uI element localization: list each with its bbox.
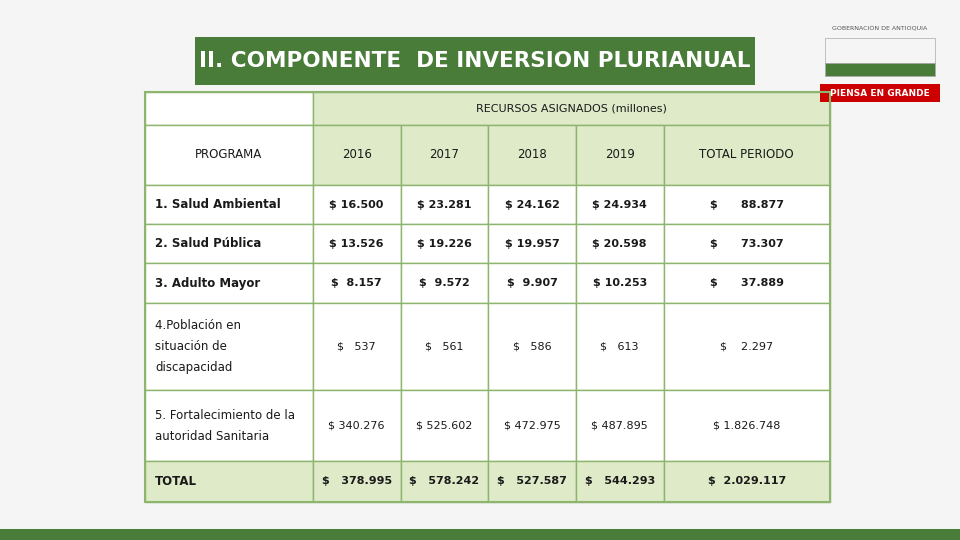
Text: $   544.293: $ 544.293 bbox=[585, 476, 655, 487]
Bar bbox=[576, 303, 663, 390]
Bar bbox=[313, 185, 400, 224]
Bar bbox=[576, 224, 663, 264]
Text: $    2.297: $ 2.297 bbox=[720, 342, 774, 352]
Bar bbox=[313, 125, 400, 185]
Bar bbox=[313, 92, 830, 125]
Bar bbox=[663, 125, 830, 185]
Text: $      88.877: $ 88.877 bbox=[709, 200, 783, 210]
Bar bbox=[825, 64, 935, 76]
Text: $  9.907: $ 9.907 bbox=[507, 278, 558, 288]
Text: $   537: $ 537 bbox=[337, 342, 376, 352]
Bar bbox=[576, 461, 663, 502]
Text: $  2.029.117: $ 2.029.117 bbox=[708, 476, 786, 487]
Text: TOTAL: TOTAL bbox=[155, 475, 197, 488]
Text: 4.Población en
situación de
discapacidad: 4.Población en situación de discapacidad bbox=[155, 319, 241, 374]
Text: PROGRAMA: PROGRAMA bbox=[195, 148, 262, 161]
Text: PIENSA EN GRANDE: PIENSA EN GRANDE bbox=[830, 89, 930, 98]
Text: $      37.889: $ 37.889 bbox=[709, 278, 783, 288]
Text: $ 19.957: $ 19.957 bbox=[505, 239, 560, 249]
Bar bbox=[145, 390, 313, 461]
Text: 2. Salud Pública: 2. Salud Pública bbox=[155, 237, 261, 251]
Bar bbox=[313, 303, 400, 390]
Text: 2018: 2018 bbox=[517, 148, 547, 161]
Text: 1. Salud Ambiental: 1. Salud Ambiental bbox=[155, 198, 280, 211]
Bar bbox=[489, 224, 576, 264]
Text: 3. Adulto Mayor: 3. Adulto Mayor bbox=[155, 276, 260, 289]
Bar bbox=[489, 461, 576, 502]
Text: $ 1.826.748: $ 1.826.748 bbox=[713, 421, 780, 430]
Text: $      73.307: $ 73.307 bbox=[710, 239, 783, 249]
Text: $ 487.895: $ 487.895 bbox=[591, 421, 648, 430]
Bar bbox=[195, 37, 755, 85]
Bar bbox=[313, 390, 400, 461]
Bar bbox=[313, 224, 400, 264]
Text: TOTAL PERIODO: TOTAL PERIODO bbox=[700, 148, 794, 161]
Text: $   586: $ 586 bbox=[513, 342, 551, 352]
Text: $ 19.226: $ 19.226 bbox=[417, 239, 471, 249]
Text: 5. Fortalecimiento de la
autoridad Sanitaria: 5. Fortalecimiento de la autoridad Sanit… bbox=[155, 409, 295, 443]
Bar bbox=[663, 264, 830, 303]
Text: $ 525.602: $ 525.602 bbox=[416, 421, 472, 430]
Bar bbox=[400, 125, 489, 185]
Bar bbox=[663, 185, 830, 224]
Bar bbox=[663, 303, 830, 390]
Bar bbox=[145, 185, 313, 224]
Bar bbox=[145, 92, 313, 125]
Bar bbox=[820, 84, 940, 102]
Text: 2019: 2019 bbox=[605, 148, 635, 161]
Text: $   561: $ 561 bbox=[425, 342, 464, 352]
Bar bbox=[145, 264, 313, 303]
Bar bbox=[145, 92, 830, 502]
Bar bbox=[576, 125, 663, 185]
Text: $  9.572: $ 9.572 bbox=[419, 278, 469, 288]
Bar bbox=[145, 224, 313, 264]
Bar bbox=[489, 125, 576, 185]
Text: $ 24.162: $ 24.162 bbox=[505, 200, 560, 210]
Bar bbox=[145, 125, 313, 185]
Text: $ 24.934: $ 24.934 bbox=[592, 200, 647, 210]
Text: $   378.995: $ 378.995 bbox=[322, 476, 392, 487]
Text: II. COMPONENTE  DE INVERSION PLURIANUAL: II. COMPONENTE DE INVERSION PLURIANUAL bbox=[200, 51, 751, 71]
Bar bbox=[313, 461, 400, 502]
Bar bbox=[0, 529, 960, 540]
Bar bbox=[400, 390, 489, 461]
Bar bbox=[145, 303, 313, 390]
Bar bbox=[663, 461, 830, 502]
Bar bbox=[400, 185, 489, 224]
Bar bbox=[576, 185, 663, 224]
Bar bbox=[663, 390, 830, 461]
Text: $ 472.975: $ 472.975 bbox=[504, 421, 561, 430]
Bar bbox=[825, 38, 935, 64]
Text: $   527.587: $ 527.587 bbox=[497, 476, 567, 487]
Text: $ 16.500: $ 16.500 bbox=[329, 200, 384, 210]
Bar bbox=[400, 264, 489, 303]
Bar bbox=[663, 224, 830, 264]
Text: $ 340.276: $ 340.276 bbox=[328, 421, 385, 430]
Bar bbox=[489, 303, 576, 390]
Bar bbox=[400, 461, 489, 502]
Bar bbox=[576, 264, 663, 303]
Text: 2016: 2016 bbox=[342, 148, 372, 161]
Text: $ 23.281: $ 23.281 bbox=[417, 200, 471, 210]
Bar bbox=[489, 264, 576, 303]
Text: $ 10.253: $ 10.253 bbox=[592, 278, 647, 288]
Bar bbox=[576, 390, 663, 461]
Bar bbox=[313, 264, 400, 303]
Text: 2017: 2017 bbox=[429, 148, 459, 161]
Text: RECURSOS ASIGNADOS (millones): RECURSOS ASIGNADOS (millones) bbox=[476, 104, 667, 113]
Text: GOBERNACIÓN DE ANTIOQUIA: GOBERNACIÓN DE ANTIOQUIA bbox=[832, 26, 927, 31]
Text: $   578.242: $ 578.242 bbox=[409, 476, 479, 487]
Bar bbox=[400, 303, 489, 390]
Bar bbox=[400, 224, 489, 264]
Text: $ 13.526: $ 13.526 bbox=[329, 239, 384, 249]
Text: $ 20.598: $ 20.598 bbox=[592, 239, 647, 249]
Bar bbox=[489, 390, 576, 461]
Text: $  8.157: $ 8.157 bbox=[331, 278, 382, 288]
Bar bbox=[489, 185, 576, 224]
Text: $   613: $ 613 bbox=[600, 342, 639, 352]
Bar bbox=[145, 461, 313, 502]
